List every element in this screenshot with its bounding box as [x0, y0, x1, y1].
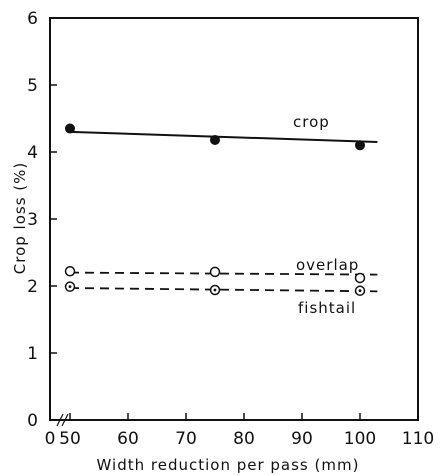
- axis-break-mark: [61, 413, 69, 427]
- crop-trend-line: [69, 130, 378, 143]
- fishtail-trend-line: [69, 287, 378, 293]
- series-label-crop: crop: [293, 113, 330, 131]
- y-tick-label: 5: [27, 76, 38, 96]
- y-tick-label: 2: [27, 277, 38, 297]
- overlap-trend-line: [69, 271, 378, 276]
- y-axis-title: Crop loss (%): [11, 162, 29, 274]
- x-tick-label: 60: [117, 429, 139, 449]
- overlap-data-point: [354, 272, 366, 284]
- y-tick-label: 1: [27, 344, 38, 364]
- crop-data-point: [355, 140, 365, 151]
- x-tick-label: 90: [291, 429, 313, 449]
- fishtail-data-point-dot: [358, 289, 362, 293]
- fishtail-data-point-dot: [213, 288, 217, 292]
- overlap-data-point: [209, 266, 221, 278]
- y-tick-label: 6: [27, 9, 38, 29]
- x-tick-label: 0: [45, 429, 56, 449]
- crop-data-point: [210, 134, 220, 145]
- crop-data-point: [65, 123, 75, 134]
- series-label-overlap: overlap: [296, 256, 359, 274]
- y-tick-label: 3: [27, 210, 38, 230]
- x-axis-break: [56, 413, 69, 427]
- y-tick-label: 0: [27, 411, 38, 431]
- x-tick-label: 50: [59, 429, 81, 449]
- x-tick-label: 80: [233, 429, 255, 449]
- x-tick-label: 70: [175, 429, 197, 449]
- plot-frame: [49, 17, 419, 421]
- x-tick-label: 110: [402, 429, 434, 449]
- axis-break-mark: [56, 413, 64, 427]
- x-tick-label: 100: [344, 429, 376, 449]
- overlap-data-point: [64, 266, 76, 277]
- fishtail-data-point-dot: [68, 285, 72, 289]
- x-axis-title: Width reduction per pass (mm): [97, 456, 360, 474]
- series-label-fishtail: fishtail: [298, 299, 356, 317]
- y-tick-label: 4: [27, 143, 38, 163]
